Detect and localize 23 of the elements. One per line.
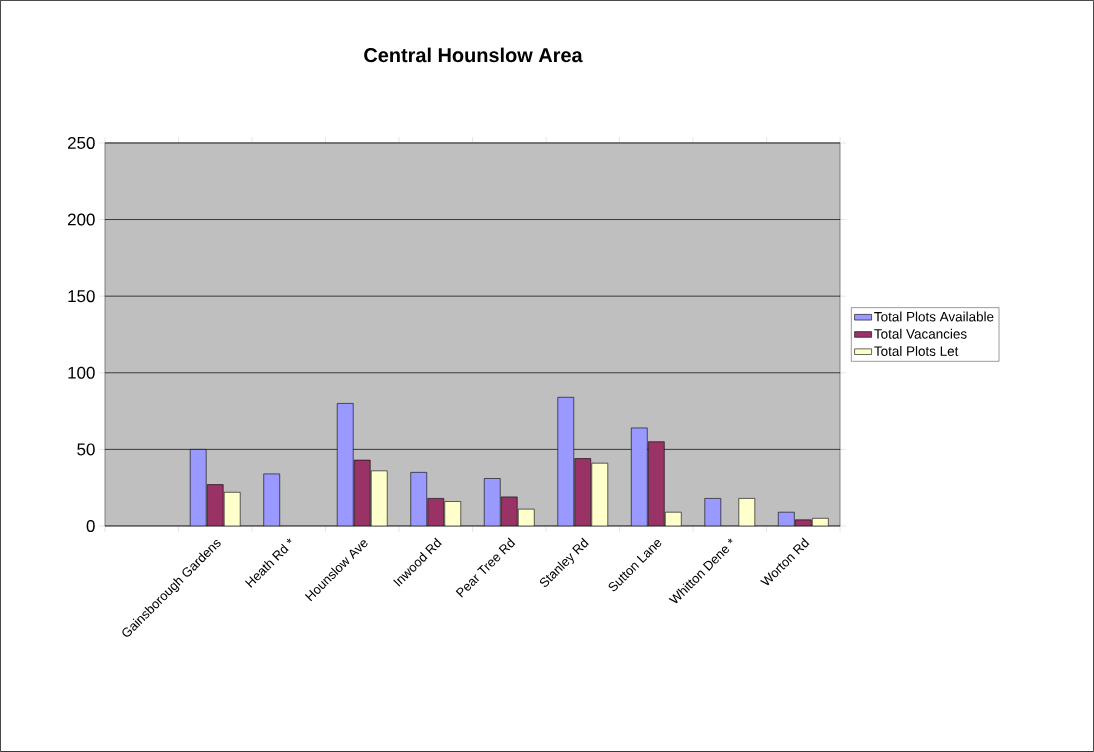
bar xyxy=(410,472,428,527)
y-tick-label: 50 xyxy=(77,443,95,456)
legend-label: Total Vacancies xyxy=(874,328,967,339)
legend-label: Total Plots Available xyxy=(874,311,994,322)
bar xyxy=(630,427,648,527)
bar xyxy=(591,462,609,527)
y-tick-label: 200 xyxy=(68,213,95,226)
bar xyxy=(263,473,281,527)
bar xyxy=(370,470,388,527)
bar xyxy=(574,458,592,527)
y-tick-label: 0 xyxy=(86,520,95,533)
bar xyxy=(336,403,354,527)
y-tick-label: 250 xyxy=(68,136,95,149)
bar xyxy=(353,459,371,527)
bar xyxy=(483,478,501,527)
bar xyxy=(557,397,575,527)
bar xyxy=(647,441,665,527)
bar xyxy=(206,484,224,527)
chart-title: Central Hounslow Area xyxy=(364,47,583,63)
legend-label: Total Plots Let xyxy=(874,346,959,356)
y-tick-label: 150 xyxy=(68,290,95,303)
y-tick-label: 100 xyxy=(68,366,95,379)
bar xyxy=(189,449,207,527)
